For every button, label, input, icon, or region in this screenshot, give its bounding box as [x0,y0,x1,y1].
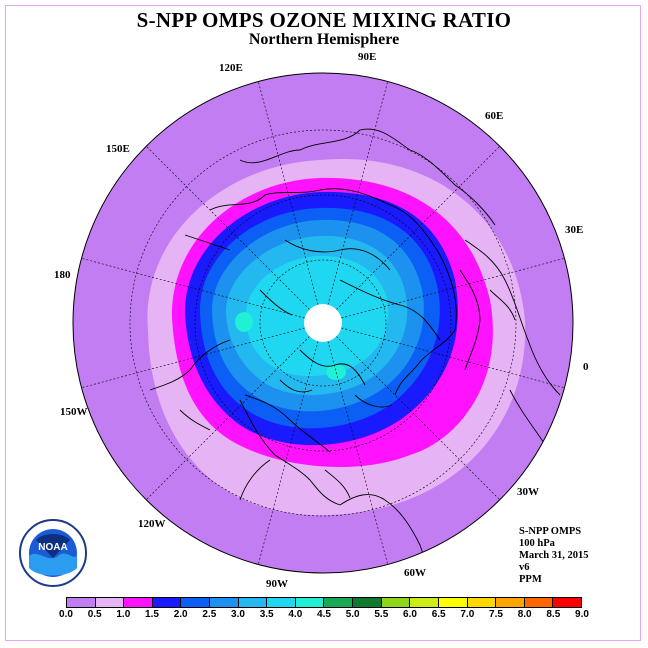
colorbar-segment [496,598,525,607]
colorbar-segment [124,598,153,607]
colorbar-tick-label: 5.0 [345,609,360,620]
contour-patch [326,364,346,380]
meridian-line [146,146,310,310]
info-version: v6 [519,562,530,573]
colorbar-tick-label: 0.5 [87,609,102,620]
colorbar-tick-label: 9.0 [575,609,589,620]
meridian-line [258,341,319,565]
longitude-label-120e: 120E [219,62,243,74]
colorbar-tick-label: 2.5 [202,609,217,620]
colorbar-segment [210,598,239,607]
colorbar-segment [67,598,96,607]
longitude-label-30e: 30E [565,224,584,236]
meridian-line [341,258,565,319]
longitude-label-90e: 90E [358,51,377,63]
longitude-label-150w: 150W [60,406,88,418]
longitude-label-120w: 120W [138,518,166,530]
colorbar-tick-label: 0.0 [59,609,73,620]
colorbar-segment [353,598,382,607]
map-outline [72,72,574,574]
longitude-label-180: 180 [54,269,71,281]
longitude-label-60e: 60E [485,110,504,122]
meridian-line [327,81,388,305]
colorbar-tick-label: 4.0 [288,609,303,620]
meridian-line [336,146,500,310]
colorbar-ticks: 0.0 0.5 1.0 1.5 2.0 2.5 3.0 3.5 4.0 4.5 5.0 5.5 6.0 6… [0,609,648,623]
meridian-line [81,258,305,319]
colorbar-tick-label: 6.5 [431,609,446,620]
colorbar-segment [381,598,411,607]
longitude-label-30w: 30W [517,486,539,498]
colorbar-tick-label: 6.0 [403,609,417,620]
colorbar-tick-label: 3.5 [259,609,274,620]
colorbar-segment [410,598,439,607]
info-instrument: S-NPP OMPS [519,526,582,537]
colorbar-tick-label: 8.0 [517,609,532,620]
colorbar-tick-label: 1.5 [145,609,159,620]
longitude-label-0: 0 [583,361,589,373]
logo-text: NOAA [38,542,67,553]
colorbar-segment [152,598,182,607]
map-title: S-NPP OMPS OZONE MIXING RATIO [136,8,512,32]
colorbar-segment [524,598,554,607]
graticule [129,129,517,517]
colorbar-segment [324,598,354,607]
longitude-label-60w: 60W [404,567,426,579]
longitude-label-90w: 90W [266,578,288,590]
colorbar-segment [295,598,325,607]
colorbar-tick-label: 8.5 [546,609,561,620]
meridian-line [327,341,388,565]
meridian-line [146,336,310,500]
pole-hole [304,304,342,342]
colorbar-segment [553,598,581,607]
meridian-line [341,327,565,388]
meridian-line [258,81,319,305]
colorbar-tick-label: 5.5 [374,609,389,620]
info-units: PPM [519,574,542,585]
colorbar-segment [95,598,125,607]
contour-patch [235,312,253,332]
colorbar-segment [467,598,497,607]
info-date: March 31, 2015 [519,550,589,561]
colorbar-tick-label: 7.0 [460,609,475,620]
colorbar-tick-label: 2.0 [173,609,188,620]
meridian-line [336,336,500,500]
meridian-line [81,327,305,388]
meridians [81,81,565,565]
map-subtitle: Northern Hemisphere [248,31,400,48]
colorbar-tick-label: 4.5 [317,609,331,620]
colorbar [66,597,582,608]
colorbar-segment [238,598,268,607]
info-block: S-NPP OMPS 100 hPa March 31, 2015 v6 PPM [519,526,589,586]
colorbar-tick-label: 7.5 [489,609,503,620]
colorbar-segment [267,598,296,607]
colorbar-tick-label: 1.0 [116,609,131,620]
colorbar-segment [181,598,211,607]
longitude-label-150e: 150E [106,143,130,155]
noaa-logo-icon: NOAA [19,519,87,587]
info-level: 100 hPa [519,538,555,549]
coastlines [149,128,561,573]
colorbar-tick-label: 3.0 [231,609,245,620]
colorbar-segment [438,598,468,607]
